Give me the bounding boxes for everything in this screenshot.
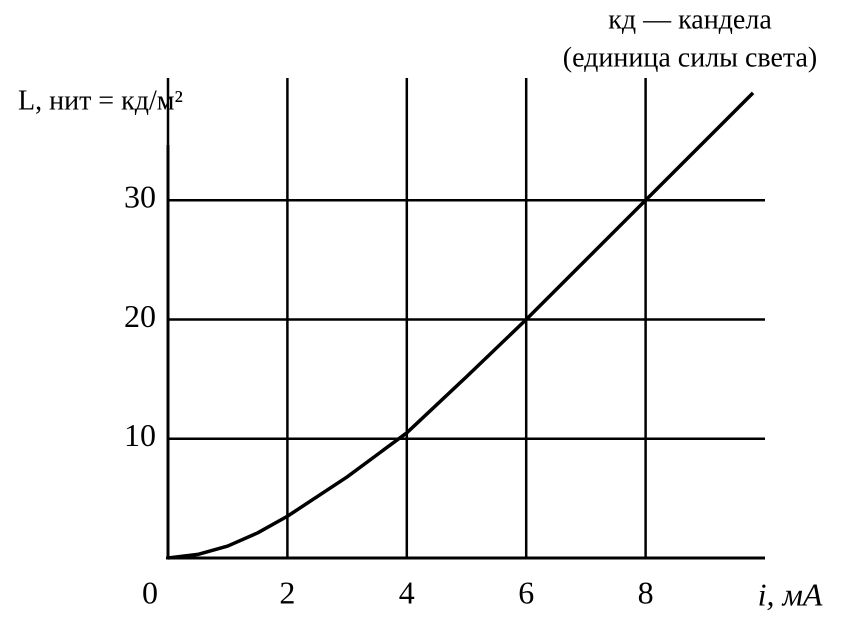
x-tick-label: 6 (518, 574, 534, 610)
x-tick-label: 8 (638, 574, 654, 610)
y-axis-label: L, нит = кд/м² (18, 85, 183, 116)
y-tick-label: 30 (124, 179, 156, 215)
chart-title: кд — кандела (608, 4, 772, 35)
y-tick-label: 10 (124, 417, 156, 453)
x-tick-label: 0 (142, 574, 158, 610)
y-tick-label: 20 (124, 298, 156, 334)
x-tick-label: 2 (279, 574, 295, 610)
data-line (167, 91, 755, 560)
x-axis-label: i, мА (758, 576, 823, 612)
x-tick-label: 4 (399, 574, 415, 610)
chart-subtitle: (единица силы света) (563, 42, 817, 73)
